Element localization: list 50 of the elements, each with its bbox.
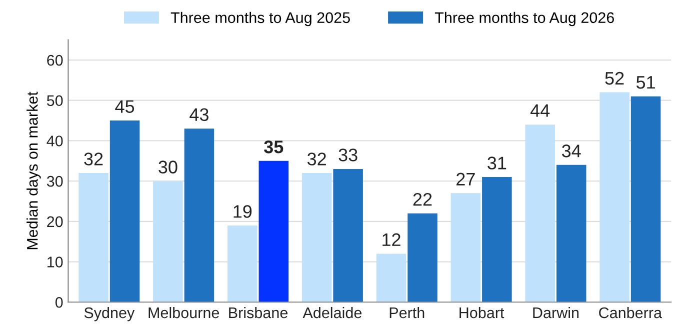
data-label: 27 [456, 172, 475, 186]
x-tick-label: Adelaide [302, 306, 362, 318]
bar [376, 254, 406, 302]
data-label: 45 [115, 100, 134, 113]
data-label: 32 [84, 152, 103, 166]
x-tick-label: Darwin [533, 306, 578, 318]
bar [333, 168, 363, 302]
bar [630, 96, 661, 302]
bar [258, 160, 289, 302]
data-label: 19 [234, 205, 252, 218]
x-tick-label: Hobart [460, 306, 504, 318]
bar [556, 164, 586, 302]
bar [302, 173, 332, 302]
data-label: 12 [382, 233, 400, 246]
data-label: 44 [530, 104, 550, 117]
data-label: 31 [488, 156, 506, 170]
bar [450, 193, 481, 302]
y-tick-label: 50 [46, 95, 63, 106]
data-label: 33 [338, 148, 358, 162]
data-label: 43 [190, 108, 208, 122]
legend-label: Three months to Aug 2026 [434, 12, 614, 26]
bar [408, 213, 438, 302]
bar [227, 225, 258, 302]
data-label: 32 [307, 152, 326, 166]
bar [600, 92, 630, 302]
data-label: 22 [413, 192, 432, 206]
legend-label: Three months to Aug 2025 [170, 12, 350, 26]
y-tick-label: 30 [46, 176, 63, 187]
y-tick-label: 10 [48, 256, 63, 268]
bar [184, 128, 214, 302]
y-tick-label: 40 [46, 136, 63, 146]
x-tick-label: Perth [390, 306, 424, 318]
y-tick-label: 60 [47, 54, 63, 66]
x-tick-label: Melbourne [148, 306, 219, 318]
bar [78, 173, 108, 302]
y-tick-label: 20 [47, 216, 63, 228]
x-tick-label: Sydney [84, 306, 135, 322]
x-tick-label: Canberra [599, 306, 662, 318]
data-label: 51 [636, 76, 655, 89]
bar [525, 124, 555, 302]
bar [153, 181, 183, 302]
data-label: 30 [158, 160, 178, 174]
bar [110, 120, 140, 302]
bar [482, 177, 512, 302]
y-axis-title: Median days on market [26, 92, 41, 250]
y-tick-label: 0 [55, 296, 63, 308]
data-label: 52 [605, 72, 624, 85]
data-label: 35 [264, 140, 284, 154]
data-label: 34 [562, 144, 581, 158]
x-tick-label: Brisbane [229, 306, 288, 318]
